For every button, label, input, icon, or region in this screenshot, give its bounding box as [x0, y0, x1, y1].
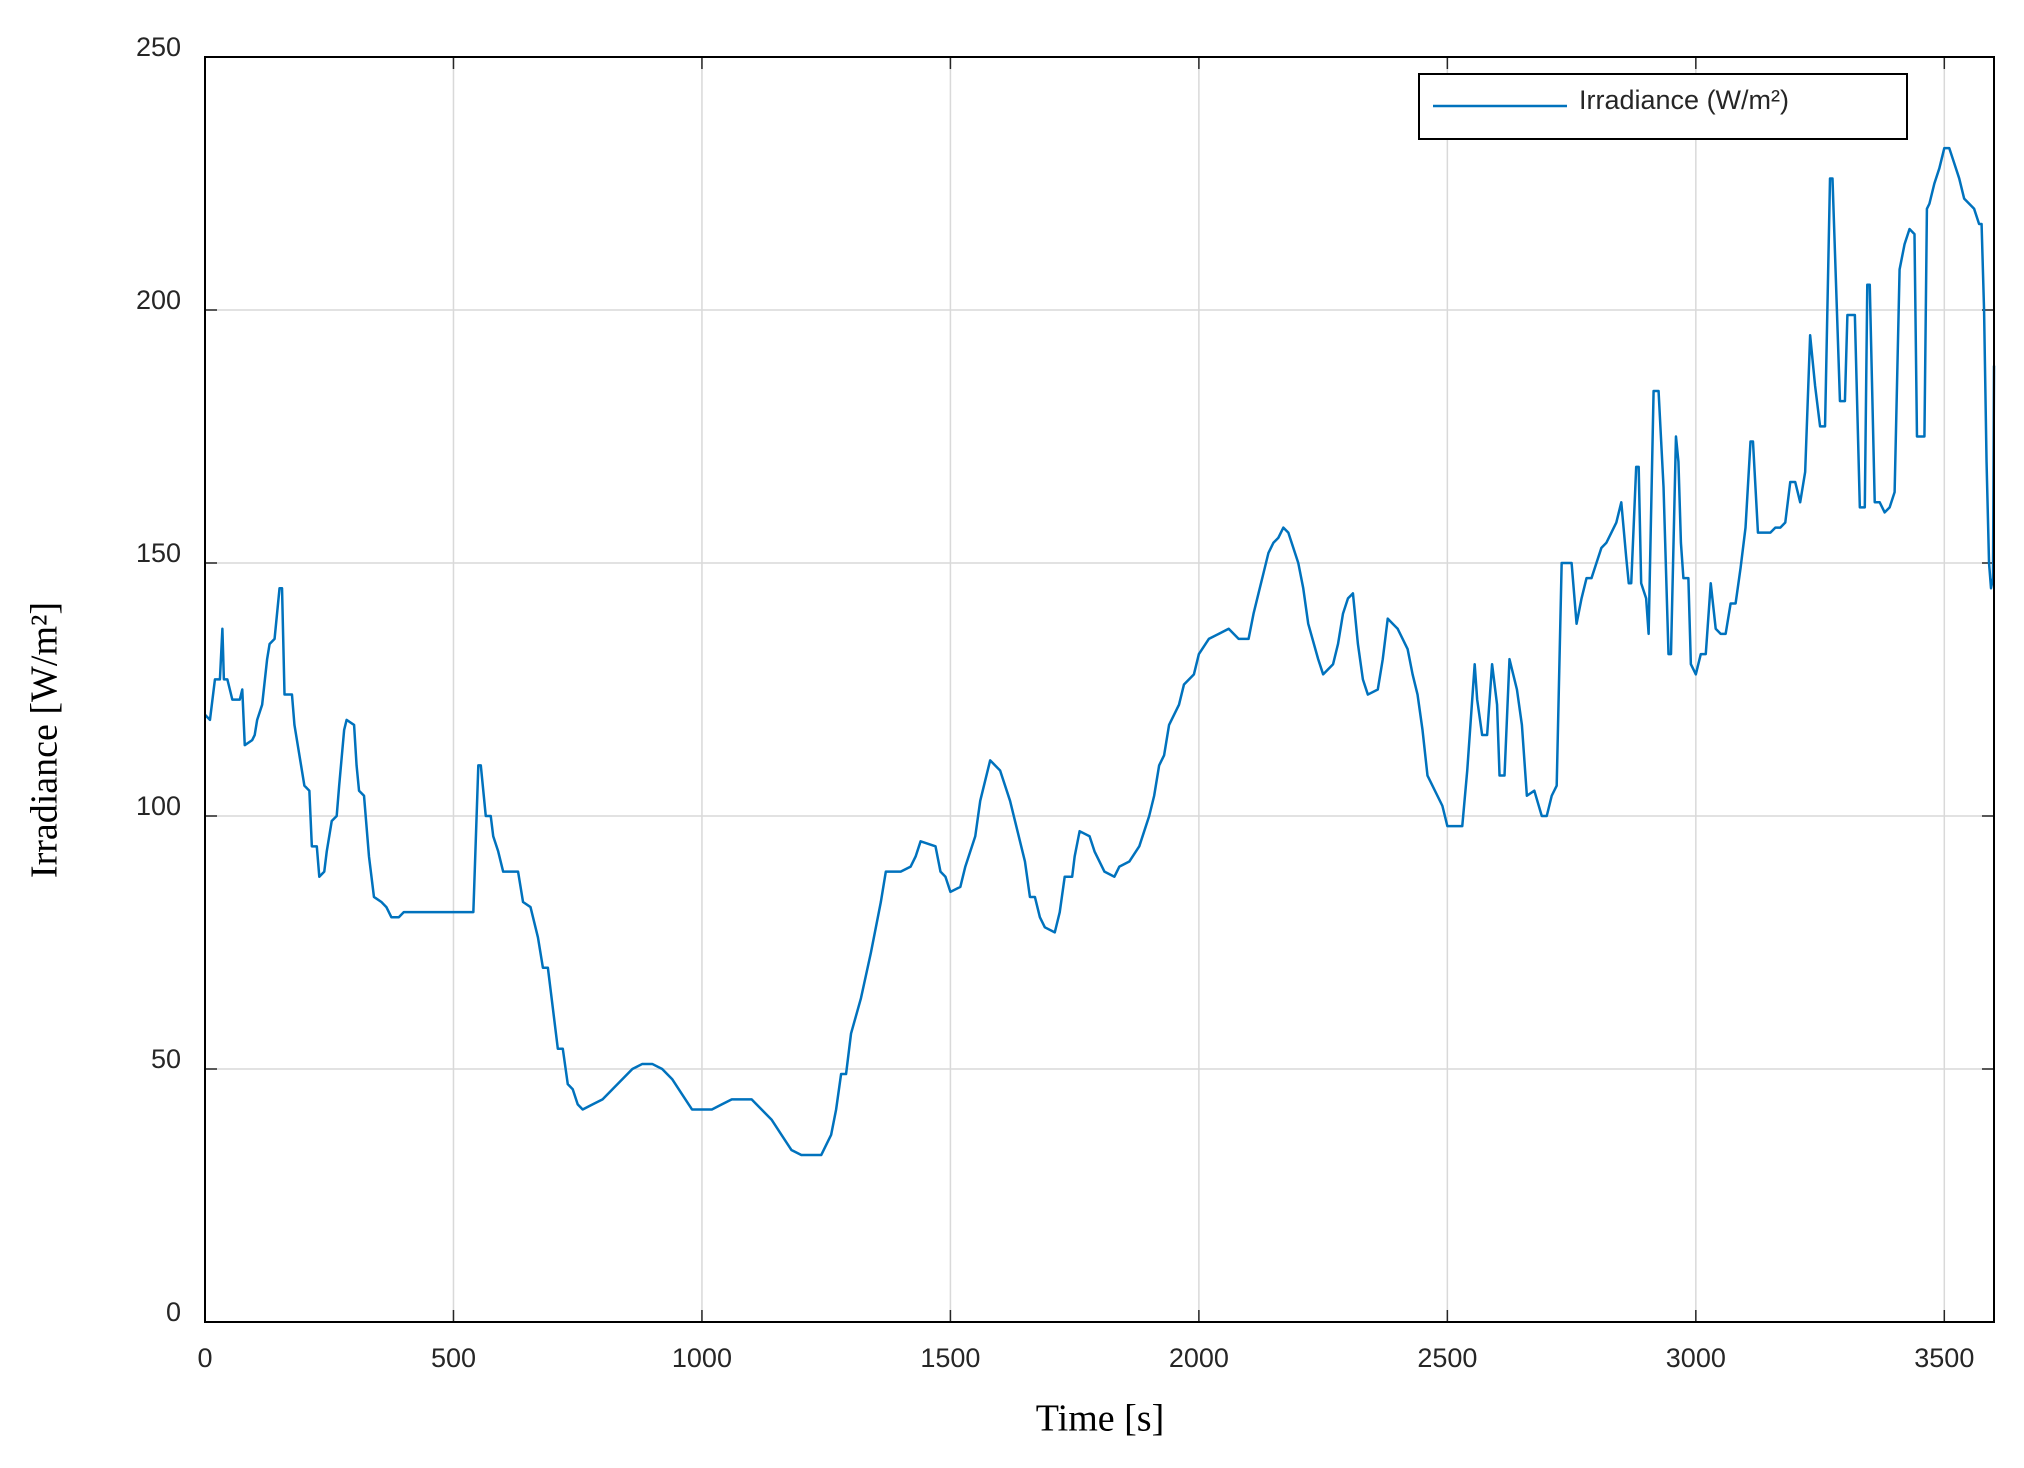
x-axis-label: Time [s] [1036, 1398, 1164, 1440]
y-tick-label: 0 [166, 1297, 181, 1327]
y-tick-label: 50 [151, 1044, 181, 1074]
plot-frame [204, 56, 1995, 1323]
x-tick-label: 2000 [1169, 1343, 1229, 1373]
data-line [204, 146, 1996, 1157]
y-axis-label: Irradiance [W/m²] [24, 602, 66, 878]
y-tick-label: 100 [136, 791, 181, 821]
legend-label: Irradiance (W/m²) [1579, 85, 1789, 115]
x-tick-label: 2500 [1417, 1343, 1477, 1373]
x-tick-label: 1500 [920, 1343, 980, 1373]
plot-area [205, 57, 1994, 1322]
x-tick-label: 3500 [1914, 1343, 1974, 1373]
y-tick-label: 150 [136, 538, 181, 568]
x-tick-label: 0 [197, 1343, 212, 1373]
x-tick-label: 500 [431, 1343, 476, 1373]
x-tick-label: 3000 [1666, 1343, 1726, 1373]
x-tick-label: 1000 [672, 1343, 732, 1373]
y-tick-label: 200 [136, 285, 181, 315]
y-tick-label: 250 [136, 32, 181, 62]
